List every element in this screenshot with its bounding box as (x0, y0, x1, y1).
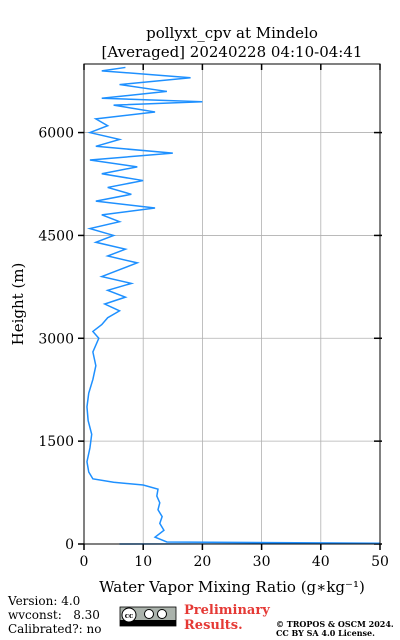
profile-line (86, 66, 381, 545)
y-tick-label: 0 (65, 537, 74, 553)
y-axis-label: Height (m) (9, 263, 27, 346)
x-axis-label: Water Vapor Mixing Ratio (g∗kg⁻¹) (99, 578, 365, 596)
preliminary-note: Preliminary (184, 603, 270, 618)
y-tick-label: 4500 (38, 228, 74, 244)
svg-text:cc: cc (125, 611, 134, 620)
x-tick-label: 0 (80, 554, 89, 570)
cc-logo: cc (119, 606, 177, 627)
copyright: CC BY SA 4.0 License. (276, 628, 375, 638)
footer-info: Version: 4.0 (7, 594, 80, 608)
x-tick-label: 30 (253, 554, 271, 570)
x-tick-label: 20 (193, 554, 211, 570)
y-tick-label: 6000 (38, 126, 74, 142)
y-tick-label: 3000 (38, 331, 74, 347)
x-tick-label: 10 (134, 554, 152, 570)
footer-info: Calibrated?: no (8, 622, 101, 636)
chart-title: pollyxt_cpv at Mindelo (146, 24, 318, 42)
y-tick-label: 1500 (38, 434, 74, 450)
plot-frame (83, 63, 381, 545)
footer-info: wvconst: 8.30 (8, 608, 100, 622)
chart-title: [Averaged] 20240228 04:10-04:41 (102, 43, 363, 61)
x-tick-label: 40 (312, 554, 330, 570)
copyright: © TROPOS & OSCM 2024. (276, 619, 394, 629)
preliminary-note: Results. (184, 618, 243, 633)
x-tick-label: 50 (371, 554, 389, 570)
